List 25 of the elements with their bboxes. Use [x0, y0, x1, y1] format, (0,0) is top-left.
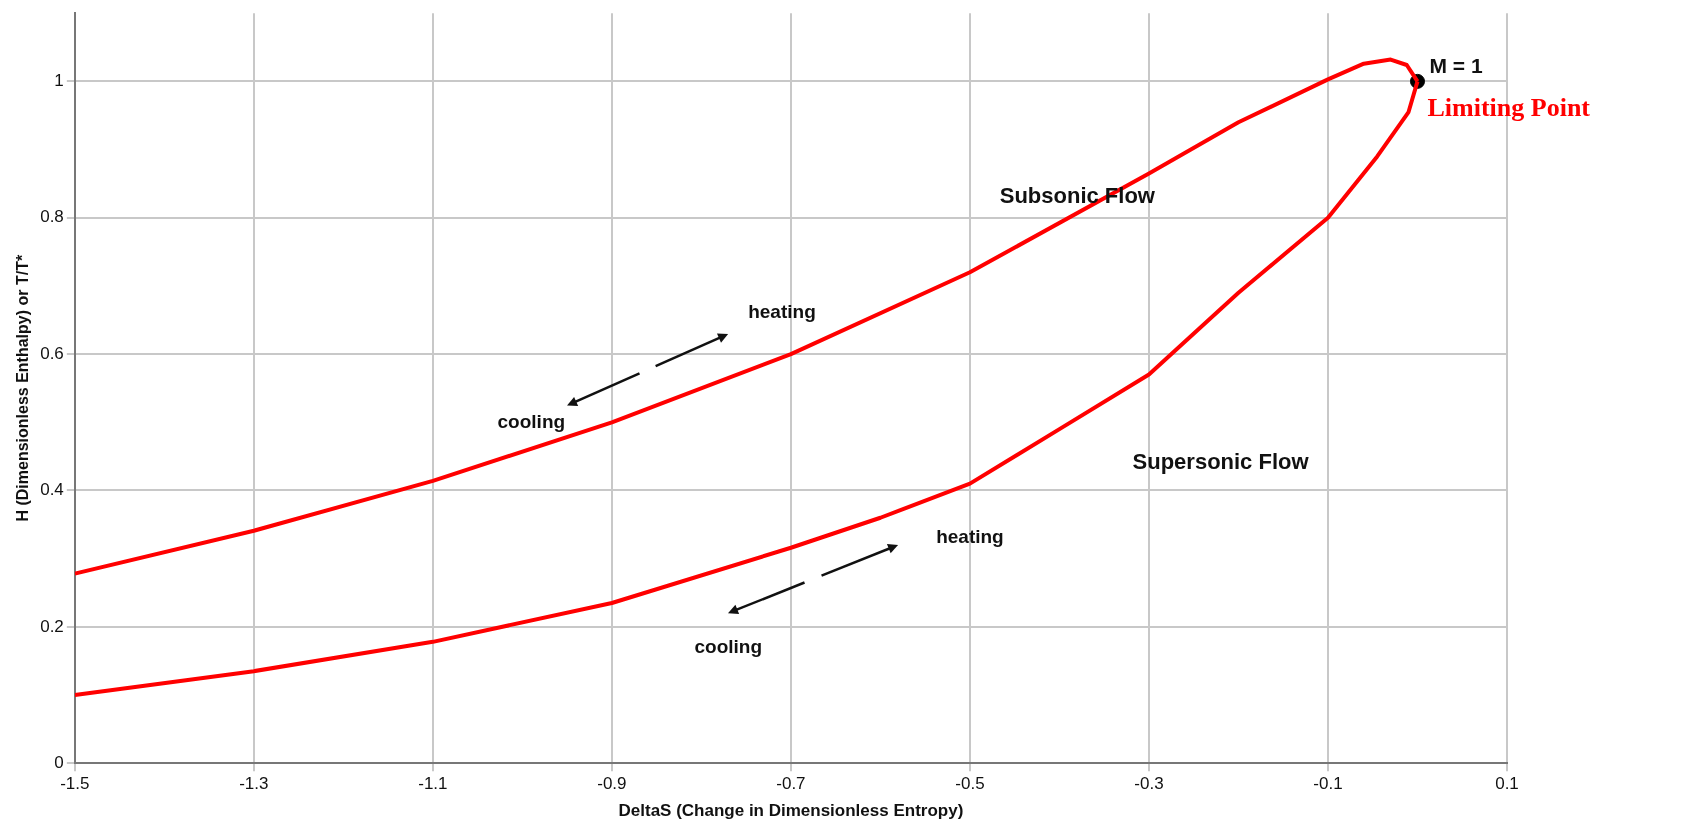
annotation: Limiting Point: [1427, 93, 1591, 123]
x-tick-label: -1.1: [418, 774, 448, 794]
y-tick-label: 0: [54, 752, 64, 772]
y-axis-title: H (Dimensionless Enthalpy) or T/T*: [14, 254, 32, 522]
y-tick-label: 0.8: [40, 207, 64, 227]
annotation: M = 1: [1429, 54, 1483, 78]
y-tick-label: 0.4: [40, 480, 64, 500]
y-tick-label: 0.6: [40, 343, 64, 363]
annotation: Supersonic Flow: [1132, 449, 1310, 475]
annotation: heating: [936, 526, 1004, 548]
x-tick-label: -0.1: [1313, 774, 1343, 794]
x-tick-label: -1.3: [239, 774, 269, 794]
x-tick-label: -1.5: [60, 774, 90, 794]
x-tick-label: -0.5: [955, 774, 985, 794]
x-tick-label: -0.3: [1134, 774, 1164, 794]
annotation: cooling: [694, 635, 763, 657]
annotation: Subsonic Flow: [999, 183, 1156, 209]
x-axis-title: DeltaS (Change in Dimensionless Entropy): [618, 801, 964, 821]
y-tick-label: 0.2: [40, 616, 64, 636]
x-tick-label: -0.7: [776, 774, 806, 794]
annotation: cooling: [497, 410, 566, 432]
y-tick-label: 1: [54, 71, 64, 91]
x-tick-label: 0.1: [1495, 774, 1519, 794]
x-tick-label: -0.9: [597, 774, 627, 794]
annotation: heating: [748, 301, 816, 323]
